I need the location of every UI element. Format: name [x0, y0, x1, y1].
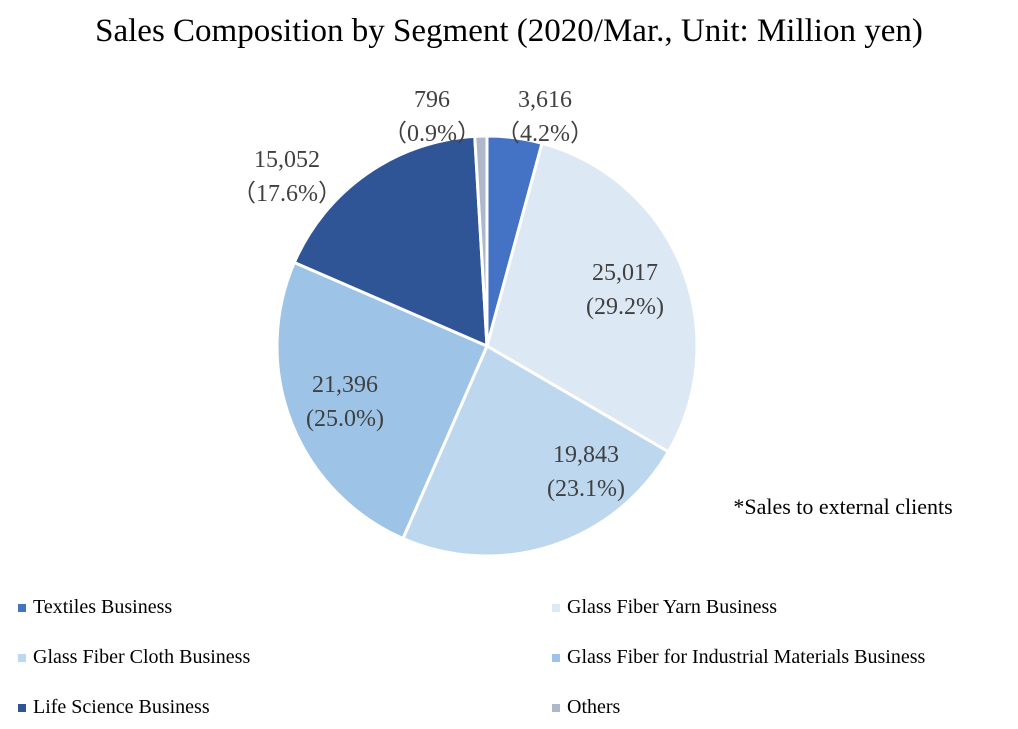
legend-label: Others	[567, 696, 621, 718]
legend-swatch	[552, 654, 560, 662]
legend: Textiles Business Glass Fiber Yarn Busine…	[18, 596, 925, 718]
chart-title: Sales Composition by Segment (2020/Mar.,…	[95, 13, 923, 49]
pie-slices	[275, 134, 699, 558]
data-label-pct-glass-fiber-for-industrial-materials-business: (25.0%)	[306, 406, 384, 432]
legend-swatch	[18, 604, 26, 612]
data-label-pct-others: （0.9%）	[383, 121, 481, 147]
data-label-value-others: 796	[414, 87, 450, 113]
data-label-pct-textiles-business: （4.2%）	[496, 121, 594, 147]
data-label-value-textiles-business: 3,616	[518, 87, 572, 113]
pie-slice-glass-fiber-yarn-business	[485, 141, 699, 454]
chart-note: *Sales to external clients	[733, 494, 952, 519]
legend-swatch	[18, 704, 26, 712]
data-label-pct-glass-fiber-yarn-business: (29.2%)	[586, 294, 664, 320]
legend-item-life-science-business: Life Science Business	[18, 696, 210, 718]
pie-slice-glass-fiber-cloth-business	[400, 343, 671, 558]
data-labels: 3,616 （4.2%） 25,017 (29.2%) 19,843 (23.1%) 21,…	[232, 87, 664, 502]
data-label-value-glass-fiber-cloth-business: 19,843	[553, 442, 619, 468]
data-label-pct-life-science-business: （17.6%）	[232, 181, 342, 207]
legend-swatch	[552, 704, 560, 712]
legend-item-glass-fiber-yarn-business: Glass Fiber Yarn Business	[552, 596, 777, 618]
legend-swatch	[552, 604, 560, 612]
data-label-value-life-science-business: 15,052	[254, 147, 320, 173]
pie-slice-life-science-business	[292, 134, 489, 349]
pie-slice-glass-fiber-for-industrial-materials-business	[275, 260, 489, 541]
legend-label: Glass Fiber Yarn Business	[567, 596, 777, 618]
legend-label: Life Science Business	[33, 696, 210, 718]
legend-label: Glass Fiber Cloth Business	[33, 646, 250, 668]
legend-label: Glass Fiber for Industrial Materials Bus…	[567, 646, 925, 668]
legend-label: Textiles Business	[33, 596, 172, 618]
legend-swatch	[18, 654, 26, 662]
legend-item-textiles-business: Textiles Business	[18, 596, 172, 618]
pie-slice-others	[473, 134, 489, 347]
legend-item-glass-fiber-for-industrial-materials-business: Glass Fiber for Industrial Materials Bus…	[552, 646, 925, 668]
data-label-value-glass-fiber-yarn-business: 25,017	[592, 260, 658, 286]
data-label-pct-glass-fiber-cloth-business: (23.1%)	[547, 476, 625, 502]
legend-item-others: Others	[552, 696, 621, 718]
legend-item-glass-fiber-cloth-business: Glass Fiber Cloth Business	[18, 646, 250, 668]
data-label-value-glass-fiber-for-industrial-materials-business: 21,396	[312, 372, 378, 398]
